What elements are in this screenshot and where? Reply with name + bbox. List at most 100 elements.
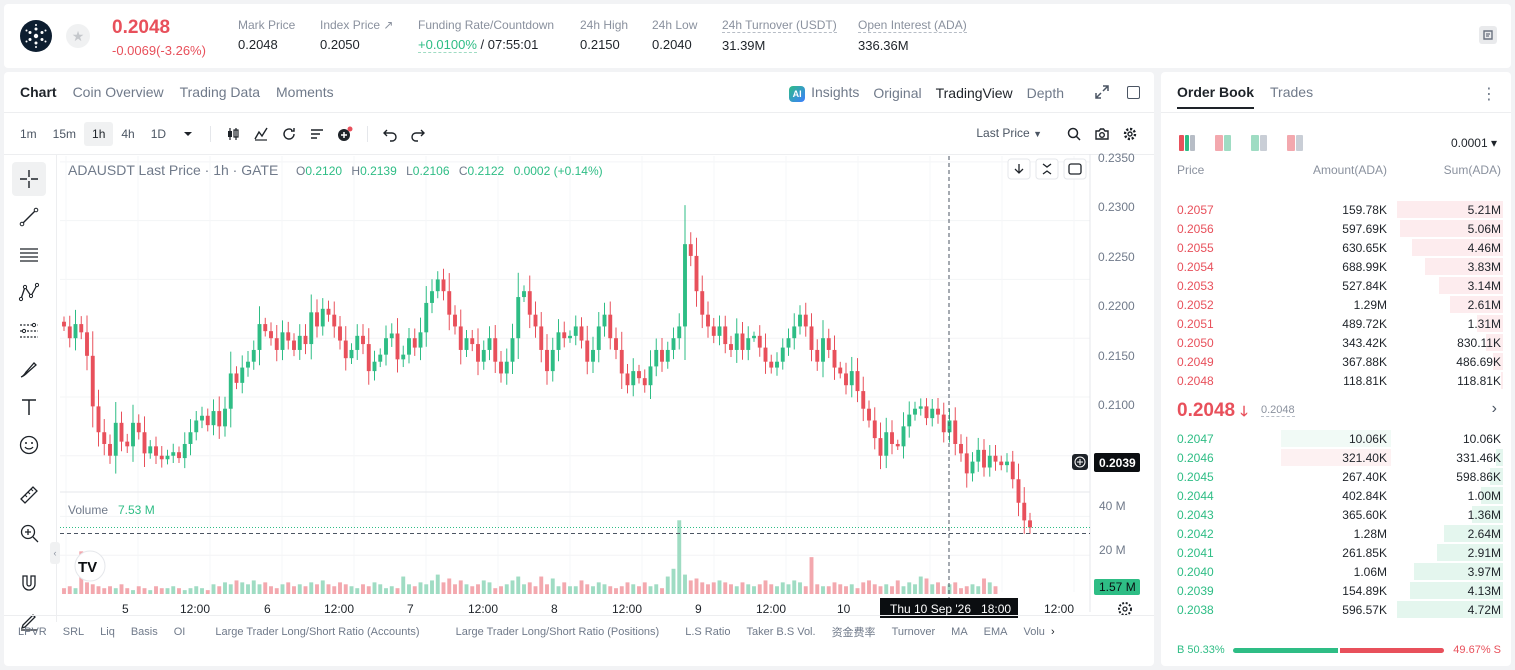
interval-1m[interactable]: 1m bbox=[20, 127, 37, 141]
indicator-large-trader-accounts[interactable]: Large Trader Long/Short Ratio (Accounts) bbox=[215, 626, 420, 638]
tab-moments[interactable]: Moments bbox=[276, 84, 334, 100]
indicator-funding-rate[interactable]: 资金费率 bbox=[831, 627, 876, 639]
ask-row[interactable]: 0.2057 159.78K 5.21M bbox=[1161, 200, 1511, 219]
indicator-ema[interactable]: EMA bbox=[983, 626, 1008, 638]
bid-row[interactable]: 0.2040 1.06M 3.97M bbox=[1161, 562, 1511, 581]
indicator-srl[interactable]: SRL bbox=[62, 626, 85, 638]
magnet-tool-icon[interactable] bbox=[12, 566, 46, 600]
view-asks-bids-icon[interactable] bbox=[1215, 135, 1231, 151]
axis-settings-gear-icon[interactable] bbox=[1118, 602, 1132, 616]
indicator-basis[interactable]: Basis bbox=[130, 626, 158, 638]
guide-book-icon[interactable] bbox=[1479, 26, 1497, 44]
volume-bar bbox=[435, 574, 440, 594]
interval-1d[interactable]: 1D bbox=[150, 127, 167, 141]
bid-row[interactable]: 0.2038 596.57K 4.72M bbox=[1161, 600, 1511, 619]
compare-icon[interactable] bbox=[275, 122, 303, 146]
tab-original[interactable]: Original bbox=[873, 85, 922, 101]
interval-4h[interactable]: 4h bbox=[121, 127, 135, 141]
chevron-right-icon[interactable]: › bbox=[1050, 626, 1055, 638]
tab-coin-overview[interactable]: Coin Overview bbox=[72, 84, 164, 100]
bid-row[interactable]: 0.2043 365.60K 1.36M bbox=[1161, 505, 1511, 524]
bid-row[interactable]: 0.2046 321.40K 331.46K bbox=[1161, 448, 1511, 467]
tab-insights[interactable]: AI Insights bbox=[789, 84, 859, 102]
indicator-liq[interactable]: Liq bbox=[100, 626, 115, 638]
zoom-in-tool-icon[interactable] bbox=[12, 516, 46, 550]
view-both-icon[interactable] bbox=[1179, 135, 1196, 151]
stat-label[interactable]: Index Price ↗ bbox=[320, 18, 394, 32]
scroll-to-latest-icon[interactable] bbox=[1007, 158, 1031, 180]
bid-row[interactable]: 0.2039 154.89K 4.13M bbox=[1161, 581, 1511, 600]
camera-icon[interactable] bbox=[1088, 122, 1116, 146]
settings-gear-icon[interactable] bbox=[1116, 122, 1144, 146]
indicator-volume[interactable]: Volu bbox=[1023, 626, 1045, 638]
tab-tradingview[interactable]: TradingView bbox=[935, 85, 1013, 101]
tab-depth[interactable]: Depth bbox=[1026, 85, 1064, 101]
interval-dropdown-icon[interactable] bbox=[174, 122, 202, 146]
volume-bar bbox=[706, 584, 710, 594]
crosshair-tool-icon[interactable] bbox=[12, 162, 46, 196]
tab-order-book[interactable]: Order Book bbox=[1177, 84, 1255, 109]
indicator-lpvr[interactable]: LPVR bbox=[18, 626, 47, 638]
volume-bar bbox=[867, 580, 871, 594]
funding-rate-value[interactable]: +0.0100% bbox=[418, 37, 477, 53]
indicators-icon[interactable] bbox=[247, 122, 275, 146]
tab-trades[interactable]: Trades bbox=[1270, 84, 1314, 100]
emoji-tool-icon[interactable] bbox=[12, 428, 46, 462]
bid-row[interactable]: 0.2042 1.28M 2.64M bbox=[1161, 524, 1511, 543]
text-tool-icon[interactable] bbox=[12, 390, 46, 424]
view-bids-only-icon[interactable] bbox=[1251, 135, 1267, 151]
pattern-tool-icon[interactable] bbox=[12, 276, 46, 310]
collapse-toolbar-handle[interactable]: ‹ bbox=[50, 542, 60, 564]
ask-row[interactable]: 0.2049 367.88K 486.69K bbox=[1161, 352, 1511, 371]
more-options-icon[interactable]: ⋮ bbox=[1481, 86, 1497, 103]
candle-type-icon[interactable] bbox=[219, 122, 247, 146]
chevron-right-icon[interactable]: › bbox=[1491, 400, 1497, 417]
ask-row[interactable]: 0.2048 118.81K 118.81K bbox=[1161, 371, 1511, 390]
horizontal-lines-tool-icon[interactable] bbox=[12, 238, 46, 272]
ask-row[interactable]: 0.2053 527.84K 3.14M bbox=[1161, 276, 1511, 295]
redo-icon[interactable] bbox=[404, 122, 432, 146]
tab-chart[interactable]: Chart bbox=[20, 84, 57, 100]
collapse-pane-icon[interactable] bbox=[1035, 158, 1059, 180]
popout-window-icon[interactable] bbox=[1127, 86, 1140, 99]
add-alert-icon[interactable] bbox=[331, 122, 359, 146]
candle-body bbox=[775, 361, 779, 368]
templates-icon[interactable] bbox=[303, 122, 331, 146]
bid-row[interactable]: 0.2041 261.85K 2.91M bbox=[1161, 543, 1511, 562]
bid-row[interactable]: 0.2047 10.06K 10.06K bbox=[1161, 429, 1511, 448]
interval-15m[interactable]: 15m bbox=[52, 127, 77, 141]
tab-trading-data[interactable]: Trading Data bbox=[179, 84, 261, 100]
trend-line-tool-icon[interactable] bbox=[12, 200, 46, 234]
indicator-taker-bs-vol[interactable]: Taker B.S Vol. bbox=[746, 626, 816, 638]
price-type-select[interactable]: Last Price ▼ bbox=[976, 126, 1042, 140]
ask-row[interactable]: 0.2054 688.99K 3.83M bbox=[1161, 257, 1511, 276]
favorite-star-icon[interactable]: ★ bbox=[66, 24, 90, 48]
price-chart[interactable]: ADAUSDT Last Price · 1h · GATE O0.2120 H… bbox=[4, 72, 1154, 666]
indicator-oi[interactable]: OI bbox=[173, 626, 186, 638]
maximize-pane-icon[interactable] bbox=[1063, 158, 1087, 180]
indicator-large-trader-positions[interactable]: Large Trader Long/Short Ratio (Positions… bbox=[455, 626, 660, 638]
lock-drawing-tool-icon[interactable] bbox=[12, 604, 46, 638]
view-asks-only-icon[interactable] bbox=[1287, 135, 1303, 151]
volume-bar bbox=[688, 580, 693, 594]
search-icon[interactable] bbox=[1060, 122, 1088, 146]
ask-row[interactable]: 0.2056 597.69K 5.06M bbox=[1161, 219, 1511, 238]
interval-1h[interactable]: 1h bbox=[84, 122, 114, 146]
expand-icon[interactable] bbox=[1094, 84, 1110, 100]
indicator-ma[interactable]: MA bbox=[951, 626, 968, 638]
ask-row[interactable]: 0.2051 489.72K 1.31M bbox=[1161, 314, 1511, 333]
stat-index-price[interactable]: Index Price ↗ 0.2050 bbox=[320, 18, 393, 52]
ticker-bar: ★ 0.2048 -0.0069(-3.26%) Mark Price 0.20… bbox=[4, 4, 1511, 68]
ruler-tool-icon[interactable] bbox=[12, 478, 46, 512]
bid-row[interactable]: 0.2044 402.84K 1.00M bbox=[1161, 486, 1511, 505]
ask-row[interactable]: 0.2052 1.29M 2.61M bbox=[1161, 295, 1511, 314]
indicator-ls-ratio[interactable]: L.S Ratio bbox=[685, 626, 731, 638]
ask-row[interactable]: 0.2050 343.42K 830.11K bbox=[1161, 333, 1511, 352]
precision-select[interactable]: 0.0001 ▾ bbox=[1450, 136, 1497, 150]
fib-tool-icon[interactable] bbox=[12, 314, 46, 348]
brush-tool-icon[interactable] bbox=[12, 352, 46, 386]
ask-row[interactable]: 0.2055 630.65K 4.46M bbox=[1161, 238, 1511, 257]
indicator-turnover[interactable]: Turnover bbox=[891, 626, 936, 638]
bid-row[interactable]: 0.2045 267.40K 598.86K bbox=[1161, 467, 1511, 486]
undo-icon[interactable] bbox=[376, 122, 404, 146]
